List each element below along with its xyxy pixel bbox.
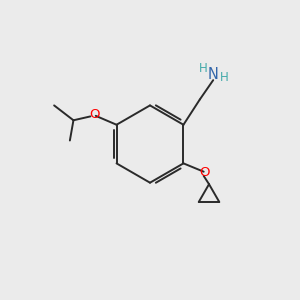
Text: N: N — [208, 67, 219, 82]
Text: H: H — [199, 62, 208, 75]
Text: O: O — [200, 167, 210, 179]
Text: H: H — [220, 71, 229, 84]
Text: O: O — [89, 108, 100, 121]
